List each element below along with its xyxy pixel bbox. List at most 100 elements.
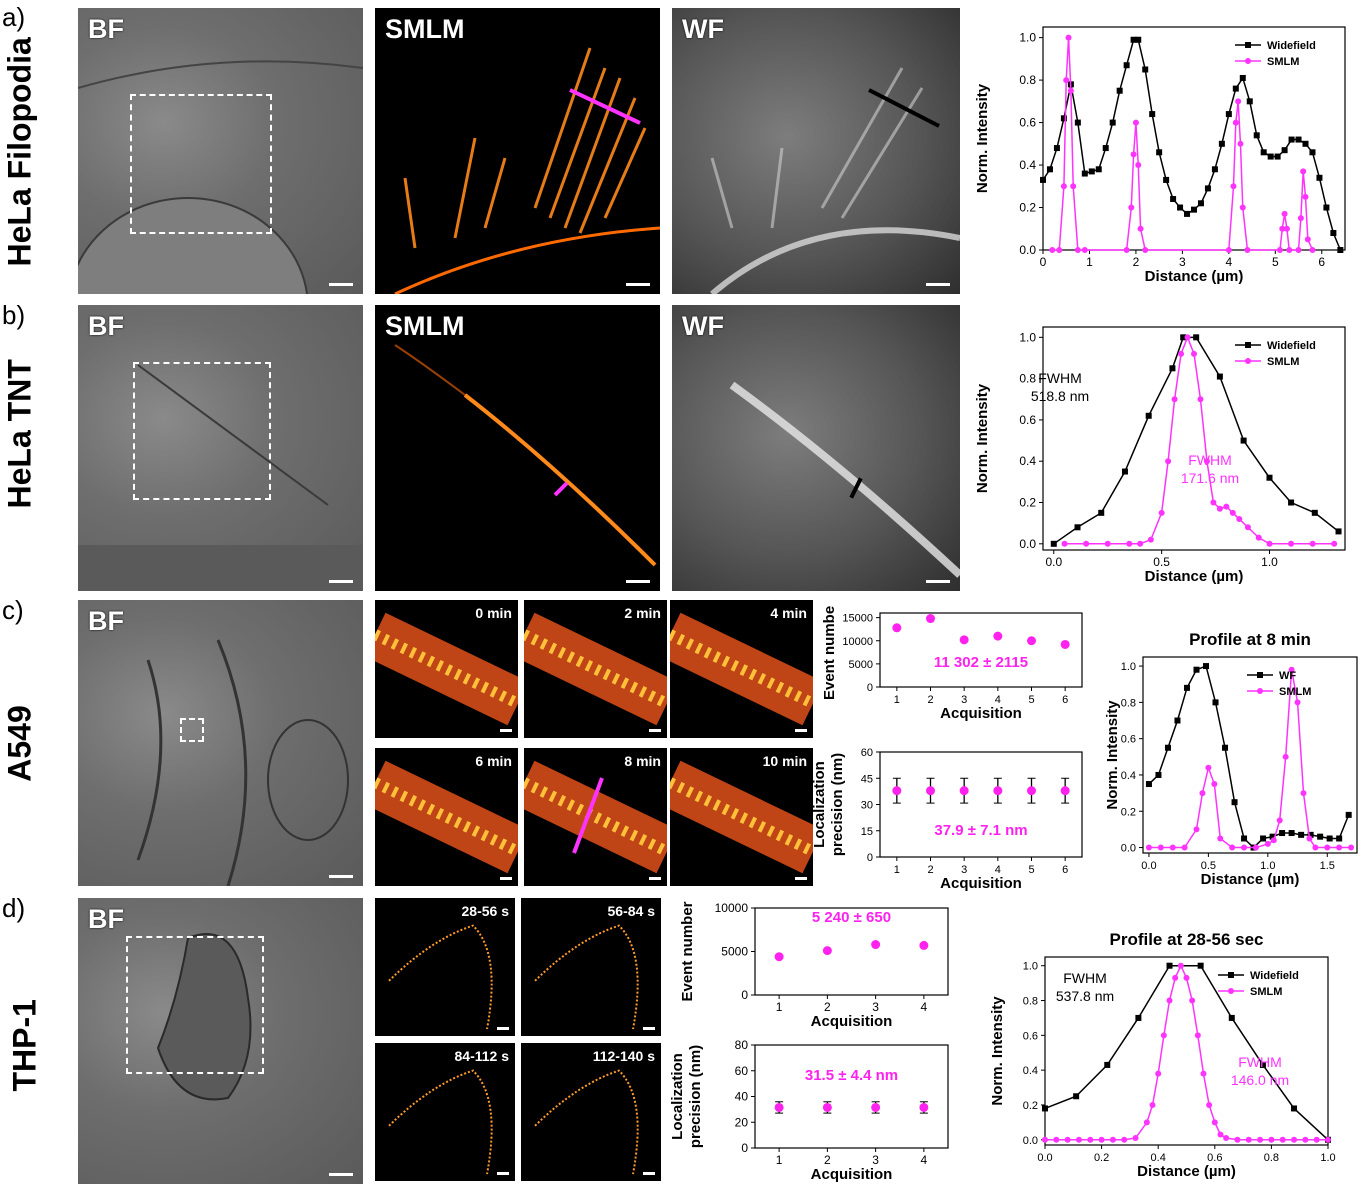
data-point: [1183, 684, 1190, 691]
x-tick-label: 0.5: [1153, 555, 1170, 569]
fwhm-label: FWHM: [1038, 370, 1082, 386]
data-point: [1087, 1136, 1094, 1143]
data-point: [1325, 1136, 1331, 1143]
chart-title: Profile at 8 min: [1189, 630, 1311, 649]
data-point: [1229, 509, 1236, 516]
data-point: [1183, 974, 1190, 981]
data-point: [1142, 66, 1149, 73]
timepoint-label: 0 min: [475, 605, 512, 621]
data-point: [1294, 699, 1301, 706]
data-point: [1235, 98, 1242, 105]
x-tick-label: 0.0: [1045, 555, 1062, 569]
data-point: [1156, 149, 1163, 156]
data-point: [1300, 168, 1307, 175]
data-point: [1255, 534, 1262, 541]
data-point: [1282, 753, 1289, 760]
series-line-WF: [1148, 665, 1350, 849]
data-point: [774, 1102, 784, 1112]
data-point: [1098, 509, 1105, 516]
data-point: [1210, 499, 1217, 506]
scale-bar: [500, 729, 512, 732]
data-point: [1149, 1101, 1156, 1108]
y-tick-label: 0.8: [1023, 996, 1038, 1008]
x-tick-label: 2: [927, 864, 933, 876]
data-point: [1193, 334, 1200, 341]
data-point: [1199, 790, 1206, 797]
y-axis-label-line: Localization: [670, 1053, 686, 1140]
data-point: [1288, 540, 1295, 547]
data-point: [1142, 247, 1149, 253]
y-axis-label-line: precision (nm): [687, 1045, 704, 1148]
chart-c-precision: 1 2 3 4 5 6015304560AcquisitionLocalizationpr…: [812, 747, 1083, 892]
data-point: [1073, 1093, 1080, 1100]
data-point: [1177, 962, 1184, 969]
data-point: [1228, 1014, 1235, 1021]
series-line-Widefield: [1044, 964, 1329, 1141]
data-point: [1132, 1135, 1139, 1142]
y-tick-label: 0.2: [1023, 1100, 1038, 1112]
data-point: [1288, 666, 1295, 673]
data-point: [1174, 717, 1181, 724]
data-point: [1309, 149, 1316, 156]
y-tick-label: 0.4: [1121, 770, 1136, 782]
bf-image-b: BF: [78, 305, 363, 591]
data-point: [1283, 225, 1290, 232]
data-point: [892, 623, 902, 633]
data-point: [1324, 844, 1331, 851]
data-point: [1253, 132, 1260, 139]
data-point: [1345, 811, 1352, 818]
data-point: [1170, 196, 1177, 203]
plot-frame: [1044, 956, 1329, 1146]
y-tick-label: 0.2: [1019, 496, 1036, 510]
data-point: [1239, 74, 1246, 81]
y-tick-label: 1.0: [1121, 661, 1136, 673]
smlm-tag-b: SMLM: [385, 311, 465, 341]
fwhm-label: FWHM: [1238, 1054, 1282, 1070]
data-point: [1311, 509, 1318, 516]
scale-bar: [795, 729, 807, 732]
data-point: [1237, 140, 1244, 147]
bf-image-c: BF: [78, 600, 363, 886]
y-tick-label: 0.6: [1019, 413, 1036, 427]
data-point: [1137, 540, 1144, 547]
legend-label: WF: [1279, 670, 1296, 682]
x-tick-label: 1.0: [1261, 555, 1278, 569]
data-point: [1336, 844, 1343, 851]
x-tick-label: 0.2: [1094, 1152, 1109, 1164]
data-point: [1027, 786, 1036, 796]
x-tick-label: 5: [1028, 864, 1034, 876]
bf-tag-a: BF: [88, 14, 124, 44]
data-point: [1302, 1136, 1309, 1143]
timepoint-label: 4 min: [770, 605, 807, 621]
y-axis-label: Norm. Intensity: [974, 83, 991, 193]
data-point: [1157, 844, 1164, 851]
y-tick-label: 0: [867, 682, 873, 694]
data-point: [1081, 170, 1088, 177]
data-point: [1193, 666, 1200, 673]
data-point: [1166, 997, 1173, 1004]
data-point: [1291, 1136, 1298, 1143]
timepoint-label: 10 min: [762, 753, 807, 769]
data-point: [1064, 1136, 1071, 1143]
series-line-Widefield: [1042, 38, 1342, 251]
x-tick-label: 6: [1062, 864, 1068, 876]
data-point: [1189, 997, 1196, 1004]
x-axis-label: Distance (µm): [1145, 268, 1244, 285]
y-tick-label: 0.0: [1019, 243, 1036, 257]
data-point: [1317, 833, 1324, 840]
y-tick-label: 5000: [721, 945, 748, 959]
data-point: [1197, 962, 1204, 969]
y-tick-label: 0.4: [1019, 158, 1036, 172]
y-tick-label: 45: [861, 773, 873, 785]
x-tick-label: 6: [1318, 255, 1325, 269]
data-point: [822, 1102, 832, 1112]
data-point: [1163, 176, 1170, 183]
scale-bar: [649, 877, 661, 880]
y-tick-label: 1.0: [1019, 31, 1036, 45]
data-point: [1088, 168, 1095, 175]
y-tick-label: 5000: [849, 659, 873, 671]
x-tick-label: 3: [872, 1000, 879, 1014]
data-point: [1302, 193, 1309, 200]
data-point: [1053, 145, 1060, 152]
